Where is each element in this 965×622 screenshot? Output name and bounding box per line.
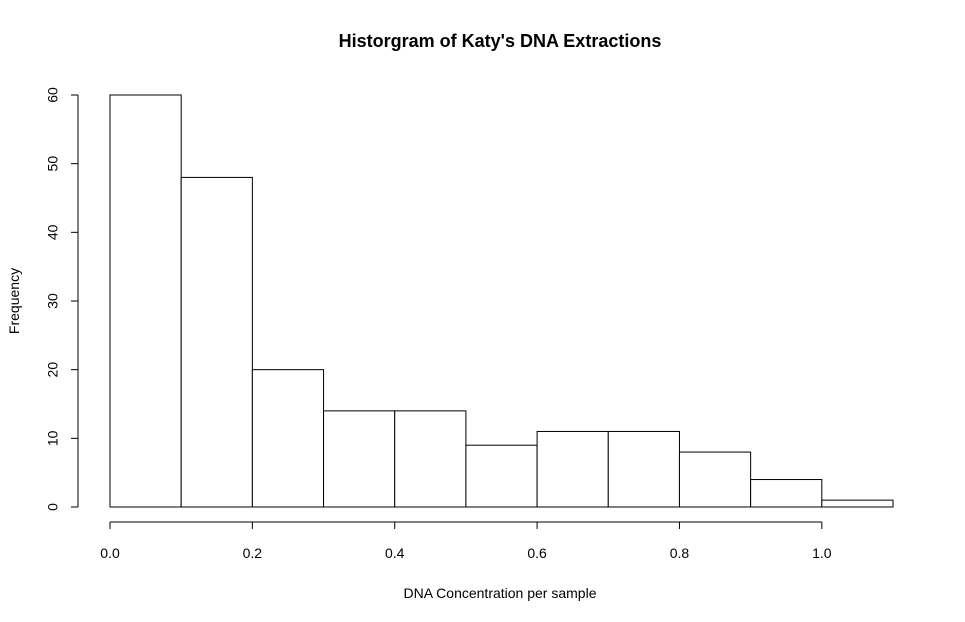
y-tick-label: 60 <box>45 87 61 103</box>
histogram-bar <box>180 176 253 508</box>
histogram-bar <box>678 451 752 508</box>
histogram-bar <box>394 410 467 508</box>
histogram-bar <box>536 430 609 508</box>
x-tick-label: 0.0 <box>100 545 120 561</box>
y-tick-label: 0 <box>45 503 61 511</box>
histogram-bar <box>109 94 182 508</box>
y-tick-label: 10 <box>45 430 61 446</box>
bars-group <box>109 94 894 508</box>
histogram-bar <box>750 479 823 508</box>
y-tick-label: 20 <box>45 362 61 378</box>
y-tick-label: 40 <box>45 224 61 240</box>
y-tick-label: 30 <box>45 293 61 309</box>
histogram-bar <box>821 499 894 508</box>
x-tick-label: 0.2 <box>243 545 263 561</box>
x-tick-label: 0.8 <box>670 545 690 561</box>
y-axis-label: Frequency <box>6 268 22 334</box>
histogram-bar <box>251 369 325 508</box>
x-tick-label: 0.4 <box>385 545 405 561</box>
y-axis: 0 10 20 30 40 50 60 <box>45 87 79 511</box>
chart-title: Historgram of Katy's DNA Extractions <box>339 31 662 51</box>
x-axis: 0.0 0.2 0.4 0.6 0.8 1.0 <box>100 521 832 561</box>
histogram-bar <box>323 410 396 508</box>
histogram-bar <box>465 444 538 508</box>
histogram-bar <box>607 430 680 508</box>
x-tick-label: 0.6 <box>527 545 547 561</box>
y-tick-label: 50 <box>45 156 61 172</box>
x-axis-label: DNA Concentration per sample <box>404 585 597 601</box>
x-tick-label: 1.0 <box>812 545 832 561</box>
